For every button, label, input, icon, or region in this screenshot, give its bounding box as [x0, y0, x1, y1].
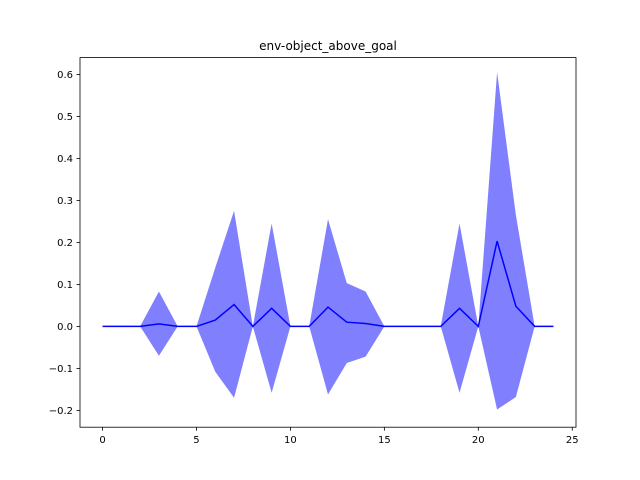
y-axis: −0.2 −0.1 0.0 0.1 0.2 0.3 0.4 0.5 0.6 [49, 70, 80, 417]
x-axis: 0 5 10 15 20 25 [99, 427, 579, 446]
chart-title: env-object_above_goal [259, 39, 397, 53]
confidence-band [102, 72, 554, 410]
y-tick-label: −0.2 [49, 406, 73, 417]
y-tick-label: 0.0 [57, 322, 73, 333]
x-tick-label: 15 [378, 435, 391, 446]
y-tick-label: 0.3 [57, 196, 73, 207]
x-tick-label: 10 [284, 435, 297, 446]
plot-area [102, 72, 554, 410]
mean-series-line [102, 240, 554, 328]
y-tick-label: −0.1 [49, 364, 73, 375]
x-tick-label: 0 [99, 435, 105, 446]
y-tick-label: 0.5 [57, 112, 73, 123]
x-tick-label: 5 [193, 435, 199, 446]
x-tick-label: 25 [566, 435, 579, 446]
y-tick-label: 0.4 [57, 154, 73, 165]
y-tick-label: 0.2 [57, 238, 73, 249]
y-tick-label: 0.1 [57, 280, 73, 291]
x-tick-label: 20 [472, 435, 485, 446]
y-tick-label: 0.6 [57, 70, 73, 81]
